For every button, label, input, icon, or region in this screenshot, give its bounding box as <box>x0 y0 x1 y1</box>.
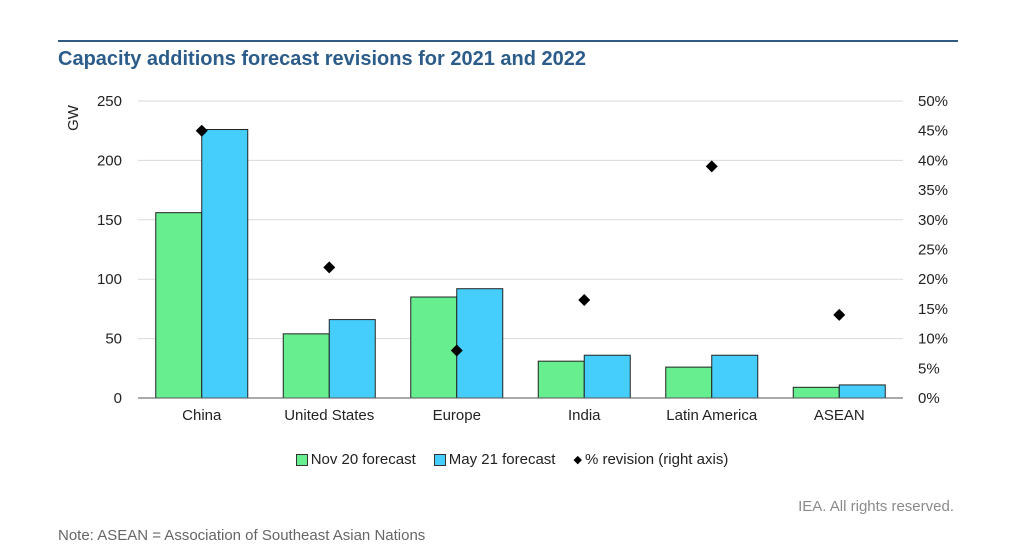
revision-point <box>833 308 846 321</box>
x-tick-label: India <box>568 407 601 424</box>
y-tick-label: 100 <box>97 271 122 288</box>
y2-tick-label: 15% <box>918 301 948 318</box>
bar-may <box>838 384 886 399</box>
y2-tick-label: 35% <box>918 182 948 199</box>
bar-nov <box>155 212 203 399</box>
title-rule <box>58 40 958 42</box>
bar-may <box>328 319 376 399</box>
x-tick-label: United States <box>284 407 374 424</box>
legend-label-revision: % revision (right axis) <box>584 451 729 468</box>
bar-nov <box>792 386 840 399</box>
source-note: IEA. All rights reserved. <box>798 498 954 515</box>
y2-tick-label: 5% <box>918 360 940 377</box>
y2-tick-label: 40% <box>918 152 948 169</box>
y2-tick-label: 0% <box>918 390 940 407</box>
bar-may <box>711 354 759 399</box>
x-tick-label: Latin America <box>666 407 758 424</box>
y2-tick-label: 25% <box>918 242 948 259</box>
x-tick-label: ASEAN <box>814 407 865 424</box>
legend: Nov 20 forecast May 21 forecast ◆ % revi… <box>0 451 1024 468</box>
bar-may <box>201 129 249 399</box>
bar-nov <box>537 360 585 399</box>
legend-label-may: May 21 forecast <box>448 451 556 468</box>
legend-diamond-icon: ◆ <box>573 454 582 466</box>
y-tick-label: 250 <box>97 93 122 110</box>
x-tick-label: China <box>182 407 222 424</box>
y2-tick-label: 45% <box>918 123 948 140</box>
legend-swatch-nov <box>295 453 308 466</box>
revision-point <box>705 160 718 173</box>
y-axis-label: GW <box>65 104 82 131</box>
bar-may <box>456 288 504 399</box>
revision-point <box>450 344 463 357</box>
bar-nov <box>410 296 458 399</box>
x-tick-label: Europe <box>433 407 481 424</box>
y2-tick-label: 50% <box>918 93 948 110</box>
legend-item-revision: ◆ % revision (right axis) <box>573 451 728 468</box>
bar-nov <box>282 333 330 399</box>
y2-tick-label: 10% <box>918 331 948 348</box>
chart-title: Capacity additions forecast revisions fo… <box>58 48 586 70</box>
y-tick-label: 0 <box>114 390 122 407</box>
y-tick-label: 50 <box>105 331 122 348</box>
bar-nov <box>665 366 713 399</box>
y2-tick-label: 20% <box>918 271 948 288</box>
revision-point <box>578 293 591 306</box>
legend-item-may: May 21 forecast <box>433 451 556 468</box>
legend-item-nov: Nov 20 forecast <box>295 451 416 468</box>
y2-tick-label: 30% <box>918 212 948 229</box>
y-tick-label: 150 <box>97 212 122 229</box>
legend-swatch-may <box>433 453 446 466</box>
bar-may <box>583 354 631 399</box>
footnote: Note: ASEAN = Association of Southeast A… <box>58 527 426 544</box>
y-tick-label: 200 <box>97 152 122 169</box>
legend-label-nov: Nov 20 forecast <box>310 451 416 468</box>
revision-point <box>195 124 208 137</box>
revision-point <box>323 261 336 274</box>
